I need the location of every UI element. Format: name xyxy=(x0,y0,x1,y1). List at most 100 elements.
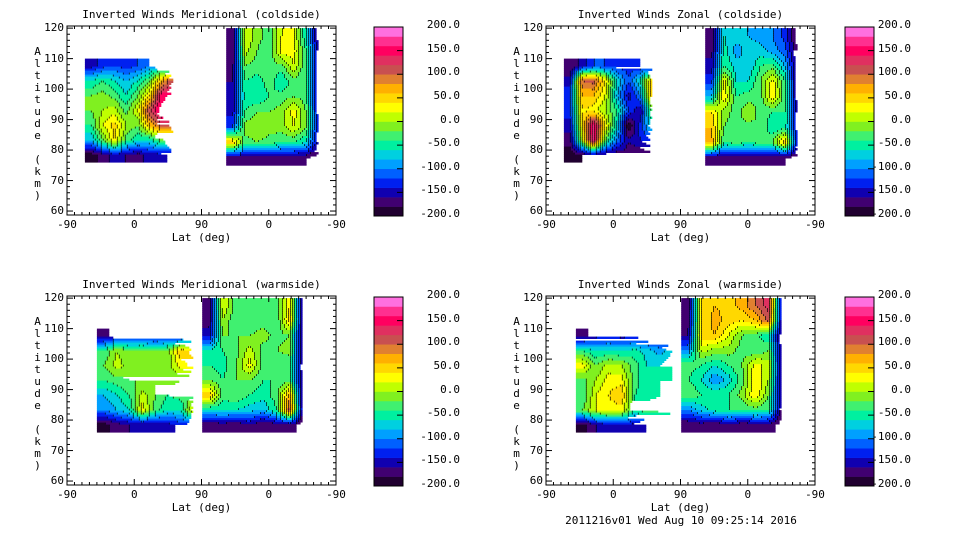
contour-cell xyxy=(629,84,635,87)
contour-line xyxy=(312,60,313,63)
contour-line xyxy=(593,62,595,65)
contour-line xyxy=(310,152,311,155)
contour-line xyxy=(282,132,283,135)
contour-line xyxy=(258,46,259,49)
contour-line xyxy=(126,100,128,103)
contour-cell xyxy=(152,130,158,133)
contour-cell xyxy=(641,96,645,99)
contour-line xyxy=(585,122,587,125)
contour-line xyxy=(314,114,315,117)
contour-line xyxy=(302,50,303,53)
contour-line xyxy=(306,96,307,99)
contour-line xyxy=(609,130,611,133)
contour-line xyxy=(116,92,118,95)
contour-cell xyxy=(633,82,639,85)
contour-cell xyxy=(236,74,239,77)
contour-cell xyxy=(579,110,587,113)
contour-cell xyxy=(613,76,619,79)
contour-line xyxy=(236,80,237,83)
contour-cell xyxy=(226,58,235,61)
contour-line xyxy=(234,126,235,129)
contour-cell xyxy=(581,84,597,87)
contour-cell xyxy=(611,94,615,97)
contour-cell xyxy=(579,74,587,77)
contour-line xyxy=(128,108,130,111)
contour-cell xyxy=(234,30,237,33)
contour-cell xyxy=(609,102,615,105)
contour-cell xyxy=(641,110,645,113)
contour-line xyxy=(136,88,138,91)
contour-line xyxy=(579,116,581,119)
contour-cell xyxy=(306,92,309,95)
contour-line xyxy=(609,132,611,135)
contour-cell xyxy=(310,152,319,155)
contour-line xyxy=(140,134,142,137)
contour-cell xyxy=(144,100,148,103)
contour-line xyxy=(308,122,309,125)
contour-cell xyxy=(238,34,241,37)
contour-cell xyxy=(120,116,138,119)
contour-cell xyxy=(272,56,281,59)
contour-cell xyxy=(310,32,313,35)
contour-cell xyxy=(603,82,607,85)
contour-cell xyxy=(242,44,245,47)
contour-cell xyxy=(599,120,603,123)
contour-cell xyxy=(575,98,579,101)
contour-line xyxy=(645,102,647,105)
contour-cell xyxy=(108,132,114,135)
contour-cell xyxy=(296,110,301,113)
contour-line xyxy=(607,78,609,81)
contour-cell xyxy=(96,156,110,159)
contour-cell xyxy=(254,140,259,143)
contour-line xyxy=(603,122,605,125)
contour-cell xyxy=(296,140,307,143)
contour-cell xyxy=(633,76,641,79)
colorbar-swatch xyxy=(374,36,403,47)
contour-cell xyxy=(306,90,309,93)
contour-line xyxy=(310,134,311,137)
contour-line xyxy=(298,56,299,59)
contour-line xyxy=(238,44,239,47)
contour-cell xyxy=(306,154,317,157)
contour-cell xyxy=(148,114,156,117)
contour-cell xyxy=(613,126,617,129)
contour-cell xyxy=(306,34,309,37)
contour-line xyxy=(232,114,233,117)
contour-cell xyxy=(649,94,653,97)
contour-line xyxy=(591,104,593,107)
contour-line xyxy=(308,120,309,123)
contour-line xyxy=(252,30,253,33)
contour-line xyxy=(312,114,313,117)
contour-line xyxy=(262,34,263,37)
plot-canvas xyxy=(545,25,875,217)
contour-cell xyxy=(260,40,273,43)
contour-cell xyxy=(633,90,639,93)
contour-cell xyxy=(114,132,120,135)
contour-cell xyxy=(84,60,98,63)
contour-cell xyxy=(146,100,152,103)
contour-cell xyxy=(577,98,581,101)
contour-cell xyxy=(617,104,621,107)
contour-cell xyxy=(308,46,311,49)
contour-cell xyxy=(563,64,579,67)
contour-cell xyxy=(234,64,237,67)
contour-cell xyxy=(569,74,573,77)
contour-cell xyxy=(312,76,315,79)
contour-line xyxy=(308,92,309,95)
contour-cell xyxy=(577,132,581,135)
contour-line xyxy=(603,68,605,71)
contour-line xyxy=(306,82,307,85)
contour-line xyxy=(639,102,641,105)
contour-cell xyxy=(306,76,309,79)
contour-cell xyxy=(98,118,108,121)
contour-line xyxy=(308,94,309,97)
contour-line xyxy=(312,40,313,43)
contour-cell xyxy=(641,74,645,77)
contour-line xyxy=(152,112,154,115)
contour-line xyxy=(306,30,307,33)
contour-line xyxy=(114,80,116,83)
contour-line xyxy=(639,90,641,93)
contour-line xyxy=(106,138,108,141)
contour-line xyxy=(645,86,647,89)
contour-line xyxy=(282,102,283,105)
